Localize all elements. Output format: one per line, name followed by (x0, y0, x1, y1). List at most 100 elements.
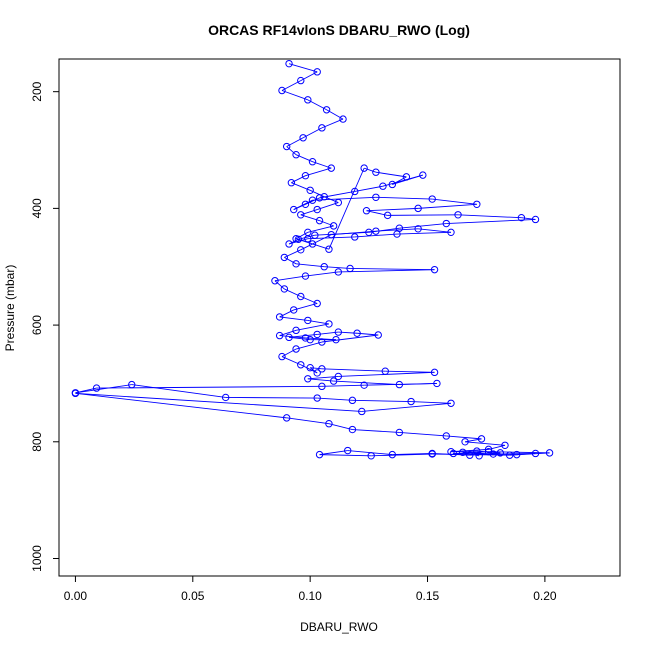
data-point (92, 384, 101, 392)
data-point (344, 446, 352, 455)
data-point (531, 449, 540, 458)
y-tick-label: 200 (30, 81, 44, 101)
series-segment (309, 367, 318, 374)
data-point (313, 369, 321, 377)
series-segment (295, 231, 309, 240)
series-segment (446, 435, 482, 440)
data-point (442, 219, 451, 228)
series-segment (371, 453, 433, 457)
data-point (496, 449, 504, 457)
x-tick-label: 0.10 (298, 589, 322, 603)
data-point (367, 452, 375, 460)
data-point (322, 106, 331, 114)
plot-area (71, 59, 554, 460)
data-point (334, 198, 343, 207)
data-point (477, 435, 486, 443)
series-segment (465, 441, 506, 446)
data-point (362, 207, 371, 215)
series-segment (396, 231, 452, 235)
series-segment (225, 396, 318, 399)
data-point (360, 164, 368, 172)
data-point (325, 320, 333, 328)
data-point (280, 285, 289, 293)
data-point (285, 333, 293, 342)
data-point (531, 215, 540, 224)
y-tick-label: 400 (30, 198, 44, 218)
data-point (315, 194, 324, 202)
data-point (428, 195, 436, 203)
data-point (459, 448, 467, 456)
data-point (297, 76, 305, 85)
data-point (304, 375, 312, 383)
series-segment (392, 453, 433, 456)
data-point (313, 205, 321, 214)
data-point (292, 260, 300, 268)
data-point (297, 211, 305, 219)
series-segment (387, 214, 459, 216)
data-point (306, 186, 314, 194)
data-point (419, 171, 427, 179)
data-point (292, 345, 300, 353)
series-segment (321, 334, 379, 343)
data-point (313, 330, 321, 339)
series-segment (274, 275, 306, 282)
data-point (334, 372, 343, 381)
data-point (449, 449, 458, 458)
data-point (292, 150, 300, 159)
data-point (513, 450, 521, 459)
y-tick-label: 600 (30, 315, 44, 335)
data-point (327, 230, 335, 239)
series-segment (399, 432, 447, 437)
data-point (327, 164, 335, 172)
data-point (501, 441, 509, 449)
series-segment (319, 191, 355, 199)
series-segment (324, 266, 351, 269)
data-point (395, 380, 404, 389)
series-segment (350, 268, 435, 271)
y-axis-label: Pressure (mbar) (3, 265, 17, 352)
data-point (360, 381, 368, 389)
data-point (297, 246, 305, 254)
data-point (484, 448, 493, 456)
data-point (346, 264, 354, 273)
data-point (545, 449, 554, 457)
data-point (297, 361, 305, 369)
data-point (428, 450, 436, 458)
data-point (325, 420, 333, 428)
data-point (461, 438, 469, 446)
series-segment (286, 417, 329, 425)
series-segment (321, 368, 386, 372)
data-point (339, 115, 347, 123)
data-point (285, 240, 293, 248)
data-point (402, 173, 411, 181)
data-point (301, 334, 310, 342)
series-segment (354, 233, 398, 238)
data-point (301, 172, 310, 180)
series-segment (321, 384, 365, 387)
series-segment (399, 223, 447, 229)
data-point (381, 367, 389, 375)
series-segment (354, 185, 384, 192)
chart-title: ORCAS RF14vlonS DBARU_RWO (Log) (208, 22, 470, 38)
data-point (278, 352, 286, 361)
data-point (306, 363, 314, 372)
data-point (348, 425, 357, 434)
data-point (311, 231, 319, 239)
data-point (447, 228, 455, 237)
series-segment (274, 280, 285, 290)
data-point (318, 338, 326, 346)
plot-frame (58, 58, 621, 577)
y-tick-label: 1000 (30, 545, 44, 572)
x-axis: 0.00 0.05 0.10 0.15 0.20 (64, 576, 557, 603)
series-segment (300, 296, 318, 304)
data-point (285, 59, 293, 68)
data-point (308, 196, 317, 204)
series-segment (493, 453, 536, 455)
data-point (332, 335, 340, 344)
data-point (358, 407, 366, 416)
data-point (395, 428, 404, 437)
series-segment (446, 219, 536, 225)
data-point (388, 180, 397, 189)
data-point (128, 380, 136, 389)
data-point (466, 451, 474, 459)
